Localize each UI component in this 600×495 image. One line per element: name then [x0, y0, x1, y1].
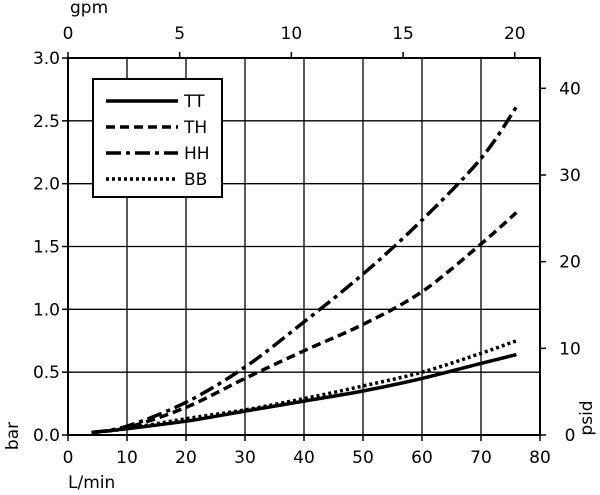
x-axis-label: L/min — [68, 473, 115, 493]
legend-label-tt: TT — [183, 92, 205, 112]
x-top-tick-label: 0 — [63, 24, 74, 44]
y-tick-label: 1.5 — [33, 238, 60, 258]
y-right-tick-label: 20 — [559, 253, 581, 273]
y-right-tick-label: 0 — [565, 426, 576, 446]
x-top-tick-label: 10 — [281, 24, 303, 44]
y-axis-label: bar — [3, 422, 23, 450]
x-tick-label: 30 — [234, 448, 256, 468]
y-tick-label: 0.5 — [33, 363, 60, 383]
x-tick-label: 10 — [116, 448, 138, 468]
legend-label-th: TH — [183, 118, 207, 138]
x-tick-label: 60 — [411, 448, 433, 468]
series-line-hh — [91, 106, 518, 435]
x-tick-label: 0 — [63, 448, 74, 468]
series-line-tt — [91, 352, 517, 435]
legend-label-hh: HH — [184, 144, 210, 164]
x-tick-label: 40 — [293, 448, 315, 468]
x-tick-label: 70 — [470, 448, 492, 468]
y-tick-label: 0.0 — [33, 426, 60, 446]
series-line-th — [91, 211, 518, 435]
x-tick-label: 50 — [352, 448, 374, 468]
curves — [91, 106, 518, 435]
y-tick-label: 2.5 — [33, 112, 60, 132]
x-top-tick-label: 15 — [392, 24, 414, 44]
x-top-tick-label: 20 — [504, 24, 526, 44]
x-tick-label: 80 — [529, 448, 551, 468]
y-tick-label: 2.0 — [33, 175, 60, 195]
y-right-axis-label: psid — [577, 400, 597, 435]
legend: TT TH HH BB — [92, 78, 223, 198]
ticks: 0 10 20 30 40 50 60 70 800.00.51.01.52.02.53.00 5… — [33, 24, 581, 468]
y-tick-label: 3.0 — [33, 49, 60, 69]
y-right-tick-label: 10 — [559, 339, 581, 359]
y-right-tick-label: 40 — [559, 79, 581, 99]
x-tick-label: 20 — [175, 448, 197, 468]
y-right-tick-label: 30 — [559, 166, 581, 186]
plot-frame — [67, 57, 541, 436]
x-top-axis-label: gpm — [70, 0, 108, 18]
y-tick-label: 1.0 — [33, 300, 60, 320]
legend-label-bb: BB — [184, 170, 207, 190]
x-top-tick-label: 5 — [174, 24, 185, 44]
